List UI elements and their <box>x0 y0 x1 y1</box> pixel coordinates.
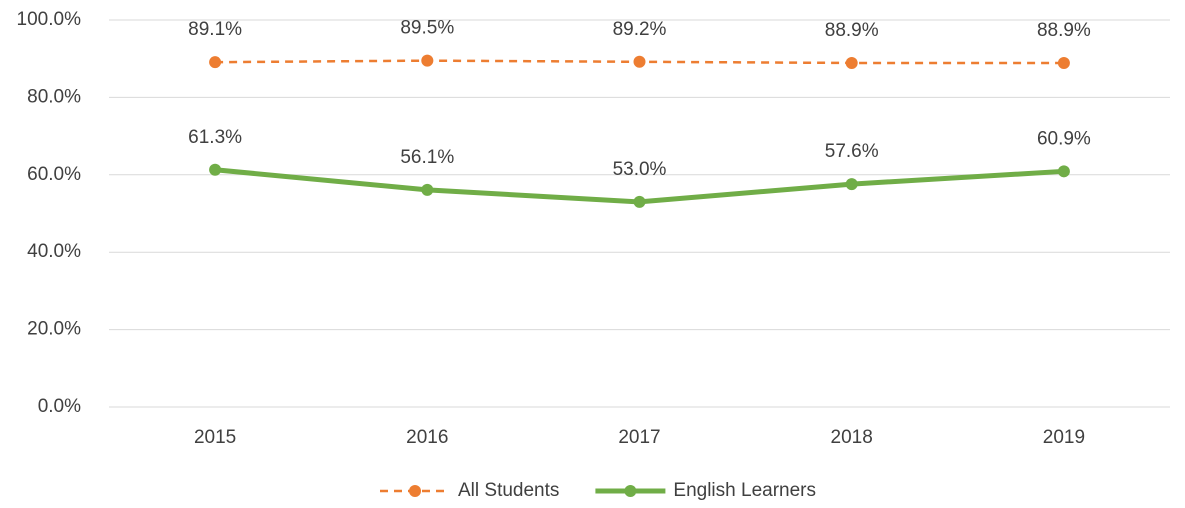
y-tick-label: 80.0% <box>27 86 81 107</box>
data-point <box>209 56 222 69</box>
data-point <box>845 56 858 69</box>
x-tick-label: 2019 <box>1043 427 1085 448</box>
y-tick-label: 40.0% <box>27 241 81 262</box>
data-point <box>209 163 222 176</box>
data-point <box>421 54 434 67</box>
data-label: 60.9% <box>1037 128 1091 149</box>
data-label: 57.6% <box>825 141 879 162</box>
data-label: 53.0% <box>613 159 667 180</box>
data-label: 89.5% <box>400 18 454 39</box>
data-point <box>1057 56 1070 69</box>
y-tick-label: 60.0% <box>27 164 81 185</box>
data-point <box>633 195 646 208</box>
data-label: 88.9% <box>1037 20 1091 41</box>
y-tick-label: 0.0% <box>38 396 81 417</box>
data-label: 56.1% <box>400 147 454 168</box>
data-label: 88.9% <box>825 20 879 41</box>
data-label: 89.2% <box>613 19 667 40</box>
legend-marker <box>409 485 421 497</box>
y-tick-label: 100.0% <box>17 9 82 30</box>
data-point <box>1057 165 1070 178</box>
y-tick-label: 20.0% <box>27 319 81 340</box>
legend-label: All Students <box>458 480 559 501</box>
x-tick-label: 2018 <box>831 427 873 448</box>
legend-marker <box>624 485 637 497</box>
x-tick-label: 2016 <box>406 427 448 448</box>
data-label: 89.1% <box>188 19 242 40</box>
data-point <box>845 178 858 191</box>
legend-label: English Learners <box>673 480 816 501</box>
data-point <box>421 183 434 196</box>
x-tick-label: 2015 <box>194 427 236 448</box>
data-point <box>633 55 646 68</box>
data-label: 61.3% <box>188 127 242 148</box>
x-tick-label: 2017 <box>618 427 660 448</box>
